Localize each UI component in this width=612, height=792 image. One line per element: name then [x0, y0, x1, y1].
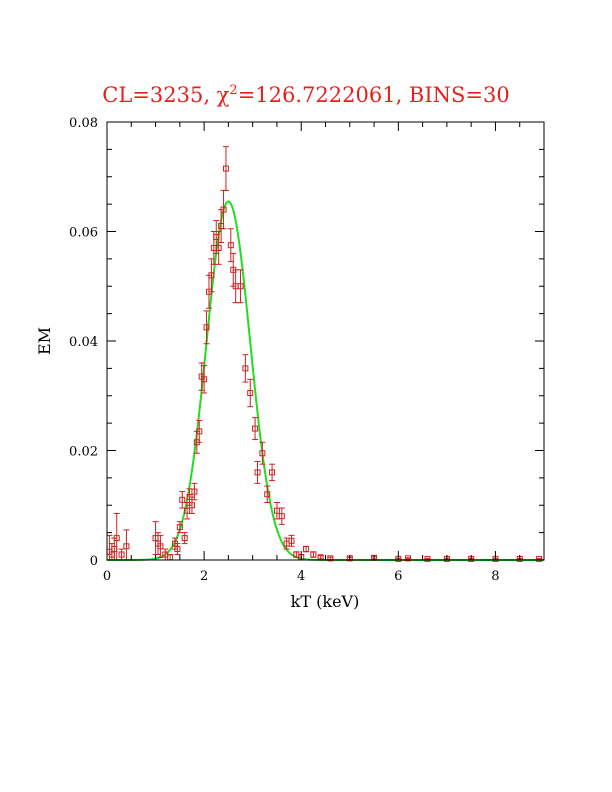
data-point [191, 482, 198, 501]
point-marker [196, 428, 203, 435]
point-marker [273, 507, 280, 514]
point-marker [252, 425, 259, 432]
data-point [174, 543, 181, 556]
point-marker [259, 450, 266, 457]
x-tick-label-0: 0 [103, 569, 111, 584]
point-marker [227, 242, 234, 249]
data-point [118, 548, 125, 561]
data-point [327, 555, 334, 562]
x-tick-label-6: 6 [394, 569, 402, 584]
point-marker [215, 244, 222, 251]
title-chi: χ [217, 83, 230, 107]
data-point [215, 231, 222, 265]
plot-frame [106, 121, 545, 561]
x-tick-label-8: 8 [491, 569, 499, 584]
title-prefix: CL=3235, [102, 83, 216, 107]
data-point [254, 460, 261, 484]
data-point [220, 189, 227, 230]
data-point [203, 310, 210, 345]
point-marker [179, 496, 186, 503]
y-axis-label: EM [35, 327, 54, 355]
data-point [536, 555, 543, 562]
data-point [310, 551, 317, 558]
point-marker [237, 283, 244, 290]
x-tick-label-2: 2 [200, 569, 208, 584]
data-point [242, 354, 249, 383]
point-marker [254, 469, 261, 476]
data-point [196, 419, 203, 443]
data-point [179, 491, 186, 509]
data-point [167, 554, 174, 561]
data-point [303, 545, 310, 553]
point-marker [536, 555, 543, 562]
point-marker [424, 555, 431, 562]
data-point [288, 534, 295, 547]
point-marker [222, 165, 229, 172]
point-marker [247, 390, 254, 397]
plot-area [106, 146, 544, 562]
y-tick-label-0.06: 0.06 [69, 226, 98, 241]
point-marker [188, 502, 195, 509]
point-marker [191, 488, 198, 495]
point-marker [327, 555, 334, 562]
point-marker [405, 555, 412, 562]
point-marker [118, 551, 125, 558]
point-marker [113, 535, 120, 542]
point-marker [174, 546, 181, 553]
point-marker [176, 524, 183, 531]
point-marker [220, 206, 227, 213]
point-marker [203, 324, 210, 331]
point-marker [288, 537, 295, 544]
point-marker [269, 469, 276, 476]
data-point [293, 551, 300, 558]
y-tick-label-0.08: 0.08 [69, 116, 98, 131]
point-marker [242, 365, 249, 372]
point-marker [278, 513, 285, 520]
point-marker [264, 491, 271, 498]
data-point [278, 507, 285, 525]
point-marker [123, 543, 130, 550]
point-marker [201, 376, 208, 383]
y-tick-label-0.02: 0.02 [69, 445, 98, 460]
data-point [176, 521, 183, 534]
data-point [201, 365, 208, 394]
title-sup: 2 [229, 83, 237, 98]
data-point [317, 554, 324, 561]
x-axis-label: kT (keV) [291, 592, 360, 611]
data-point [424, 555, 431, 562]
data-point [222, 146, 229, 191]
data-point [269, 463, 276, 482]
data-point [405, 555, 412, 562]
y-tick-label-0: 0 [90, 554, 98, 569]
point-marker [181, 535, 188, 542]
point-marker [310, 551, 317, 558]
point-marker [303, 546, 310, 553]
point-marker [157, 543, 164, 550]
data-point [181, 532, 188, 545]
data-point [247, 378, 254, 408]
data-point [259, 441, 266, 465]
title-suffix: =126.7222061, BINS=30 [238, 83, 510, 107]
point-marker [208, 272, 215, 279]
data-point [264, 485, 271, 504]
chart-title: CL=3235, χ2=126.7222061, BINS=30 [102, 83, 509, 107]
y-tick-label-0.04: 0.04 [69, 335, 98, 350]
point-marker [184, 507, 191, 514]
data-point [237, 269, 244, 304]
axis-ticks [106, 121, 545, 561]
x-tick-label-4: 4 [297, 569, 305, 584]
data-point [252, 417, 259, 441]
fit-curve [107, 200, 544, 561]
